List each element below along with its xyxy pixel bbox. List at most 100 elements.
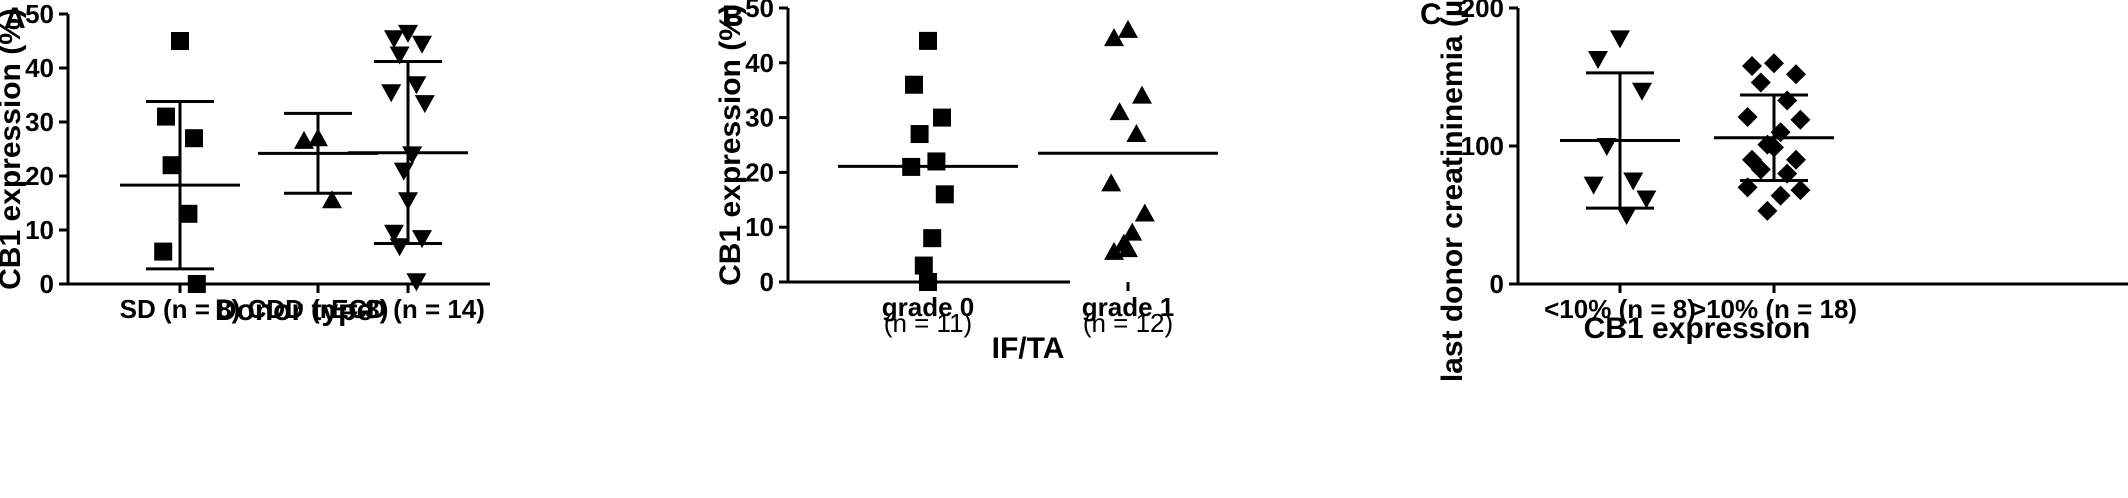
data-point xyxy=(384,30,404,49)
data-point xyxy=(1588,51,1608,70)
data-point xyxy=(910,125,929,144)
data-group xyxy=(838,31,1018,291)
data-point xyxy=(157,107,175,126)
data-point xyxy=(919,31,937,50)
category-label: SD (n = 8) xyxy=(120,294,241,324)
data-point xyxy=(902,157,921,176)
y-tick-label: 30 xyxy=(25,107,54,137)
panel-letter: B xyxy=(722,0,744,33)
y-tick-label: 50 xyxy=(25,0,54,29)
category-sublabel: (n = 12) xyxy=(1083,308,1173,338)
data-point xyxy=(412,35,432,54)
category-sublabel: (n = 11) xyxy=(884,308,972,338)
data-point xyxy=(402,146,423,165)
data-point xyxy=(389,46,410,65)
data-point xyxy=(1109,102,1130,121)
data-point xyxy=(1786,149,1806,170)
data-point xyxy=(1104,28,1124,47)
y-axis-title: CB1 expression (%) xyxy=(714,4,747,286)
data-point xyxy=(914,256,933,275)
y-tick-label: 0 xyxy=(760,267,774,297)
data-point xyxy=(381,84,402,103)
y-axis-title: CB1 expression (%) xyxy=(0,8,27,290)
data-point xyxy=(179,204,198,223)
data-point xyxy=(398,24,418,43)
data-point xyxy=(171,32,189,50)
data-point xyxy=(1770,185,1791,206)
y-tick-label: 10 xyxy=(745,212,774,242)
data-point xyxy=(1764,137,1784,158)
data-point xyxy=(1750,72,1771,93)
category-label: >10% (n = 18) xyxy=(1691,294,1857,324)
data-point xyxy=(308,128,328,147)
data-point xyxy=(1616,207,1637,225)
data-point xyxy=(1118,239,1138,258)
data-point xyxy=(154,242,173,261)
data-point xyxy=(933,108,951,127)
x-axis-title: CB1 expression xyxy=(1584,312,1811,345)
data-point xyxy=(1104,241,1124,260)
data-point xyxy=(406,76,427,95)
data-point xyxy=(1134,203,1155,222)
data-point xyxy=(1786,64,1806,85)
y-tick-label: 20 xyxy=(25,161,54,191)
panel-letter: A xyxy=(4,2,26,35)
data-point xyxy=(1737,107,1758,128)
data-point xyxy=(1777,163,1798,184)
category-label: CDD (n = 3) xyxy=(248,294,389,324)
data-point xyxy=(1623,172,1644,191)
data-point xyxy=(1610,30,1630,49)
data-point xyxy=(406,273,427,292)
data-point xyxy=(1750,159,1771,180)
data-point xyxy=(1777,90,1798,111)
category-label: <10% (n = 8) xyxy=(1544,294,1696,324)
y-tick-label: 40 xyxy=(25,53,54,83)
data-point xyxy=(1636,190,1657,209)
x-axis-title: Donor type xyxy=(215,294,373,327)
data-point xyxy=(414,95,435,114)
category-label: ECD (n = 14) xyxy=(331,294,485,324)
data-point xyxy=(1770,122,1791,143)
data-group xyxy=(258,111,378,209)
y-tick-label: 10 xyxy=(25,215,54,245)
data-point xyxy=(1737,177,1758,198)
y-tick-label: 0 xyxy=(40,269,54,299)
data-point xyxy=(1122,222,1143,241)
data-point xyxy=(935,185,954,204)
data-point xyxy=(162,156,181,175)
data-group xyxy=(1038,19,1218,260)
data-point xyxy=(1583,176,1604,195)
y-tick-label: 20 xyxy=(745,157,774,187)
data-group xyxy=(1560,30,1680,225)
category-label: grade 0 xyxy=(882,292,975,322)
data-point xyxy=(919,273,937,291)
data-point xyxy=(393,162,414,181)
y-tick-label: 200 xyxy=(1461,0,1504,23)
panel-letter: C xyxy=(1420,0,1442,31)
category-label: grade 1 xyxy=(1082,292,1175,322)
data-point xyxy=(322,190,342,209)
data-point xyxy=(398,192,418,211)
y-tick-label: 40 xyxy=(745,48,774,78)
data-point xyxy=(187,275,206,293)
data-point xyxy=(185,129,203,148)
y-tick-label: 30 xyxy=(745,103,774,133)
data-point xyxy=(1101,173,1122,192)
data-point xyxy=(1790,109,1811,130)
data-point xyxy=(294,130,314,149)
data-point xyxy=(1126,124,1147,143)
data-group xyxy=(348,24,468,292)
y-tick-label: 50 xyxy=(745,0,774,23)
data-point xyxy=(1118,19,1138,38)
data-point xyxy=(923,229,942,248)
x-axis-title: IF/TA xyxy=(992,332,1065,365)
data-group xyxy=(120,32,240,293)
data-point xyxy=(1790,180,1811,201)
data-point xyxy=(1757,200,1778,221)
data-point xyxy=(389,238,410,257)
data-group xyxy=(1714,53,1834,221)
data-point xyxy=(1742,55,1762,76)
